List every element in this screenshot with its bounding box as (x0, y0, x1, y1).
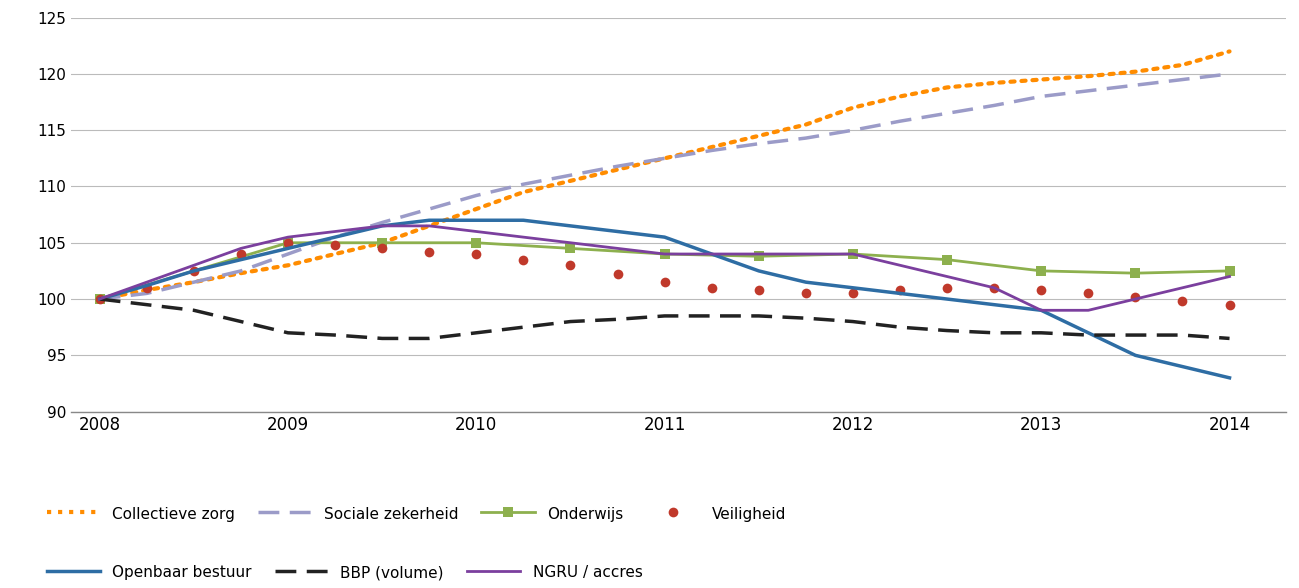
Legend: Openbaar bestuur, BBP (volume), NGRU / accres: Openbaar bestuur, BBP (volume), NGRU / a… (47, 564, 643, 580)
Legend: Collectieve zorg, Sociale zekerheid, Onderwijs, Veiligheid: Collectieve zorg, Sociale zekerheid, Ond… (47, 506, 786, 522)
